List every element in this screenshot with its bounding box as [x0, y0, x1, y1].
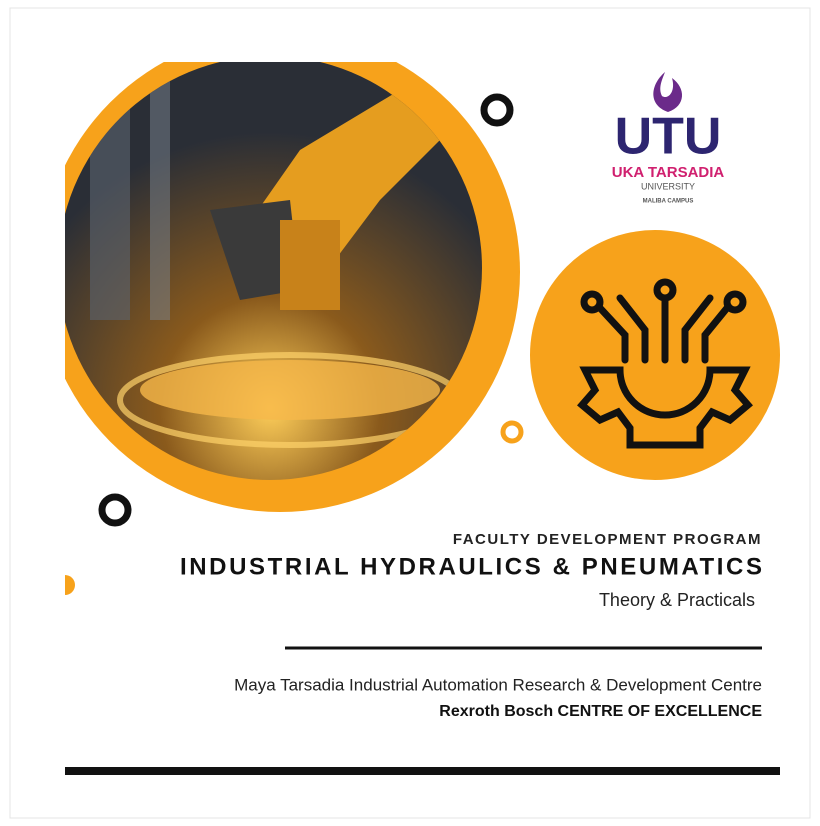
program-subtitle: Theory & Practicals	[599, 590, 755, 610]
poster: UTU UKA TARSADIA UNIVERSITY MALIBA CAMPU…	[0, 0, 820, 826]
program-label: FACULTY DEVELOPMENT PROGRAM	[453, 531, 762, 548]
centre-name: Maya Tarsadia Industrial Automation Rese…	[234, 675, 762, 694]
logo-name: UKA TARSADIA	[612, 164, 725, 181]
coe-name: Rexroth Bosch CENTRE OF EXCELLENCE	[439, 703, 762, 720]
program-title: INDUSTRIAL HYDRAULICS & PNEUMATICS	[180, 553, 762, 580]
logo-sub: UNIVERSITY	[641, 181, 695, 191]
logo-campus: MALIBA CAMPUS	[643, 199, 694, 205]
logo-short: UTU	[615, 108, 722, 166]
